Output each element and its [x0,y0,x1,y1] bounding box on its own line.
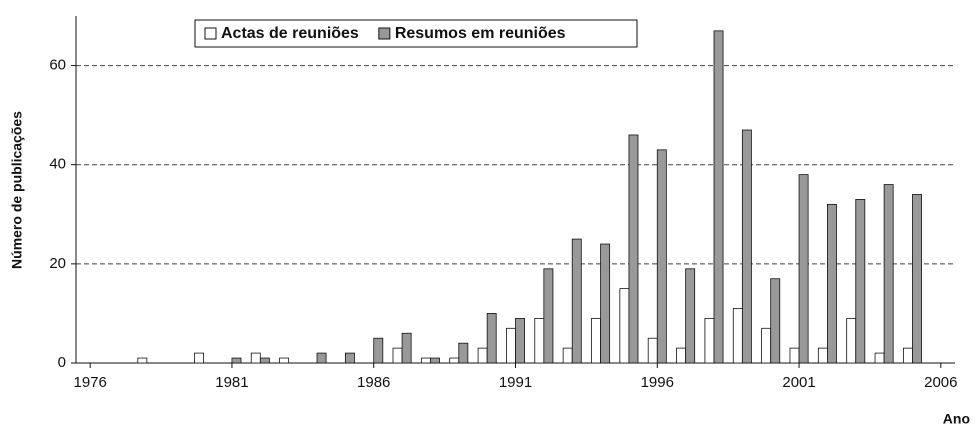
x-tick-label: 1991 [499,374,532,391]
bar [420,357,431,364]
x-tick-label: 1996 [641,374,674,391]
bar [874,352,885,364]
bar [477,347,488,364]
bar [855,199,866,364]
bar [250,352,261,364]
bar [392,347,403,364]
bar [798,174,809,364]
x-tick-label: 1986 [357,374,390,391]
bar [789,347,800,364]
legend-label: Resumos em reuniões [395,25,566,42]
y-tick-label: 20 [49,255,66,272]
bar [373,337,384,364]
bar [676,347,687,364]
bar [656,149,667,364]
bar [619,288,630,364]
y-axis-label: Número de publicações [9,111,25,269]
bar [316,352,327,364]
y-tick-label: 60 [49,57,66,74]
bar [534,317,545,364]
bar [194,352,204,364]
legend-swatch [204,27,217,40]
bar [883,184,894,364]
bar [231,357,242,364]
y-tick-label: 40 [49,156,66,173]
bar [344,352,355,364]
bar [761,327,772,364]
bar [279,357,290,364]
bar [401,332,412,364]
bar [704,317,715,364]
bar [137,357,148,364]
x-axis-label: Ano [943,411,970,427]
bar [591,317,601,364]
x-tick-label: 1981 [215,374,248,391]
bar [732,308,743,364]
bar [600,243,611,364]
bar [902,347,913,364]
bar [685,268,696,364]
bar [449,357,460,364]
bar [647,337,658,364]
bar [506,327,516,364]
bar [846,317,857,364]
bar [628,134,639,364]
bar [571,238,582,364]
legend-box [194,19,638,48]
x-tick-label: 1976 [73,374,106,391]
bar [562,347,573,364]
x-tick-label: 2006 [924,374,957,391]
bar [259,357,270,364]
bar [817,347,828,364]
bar [430,357,440,364]
bar [486,313,497,364]
bar [543,268,554,364]
y-tick-label: 0 [58,354,66,371]
bar [458,342,469,364]
bar [827,203,837,364]
bar [713,30,724,364]
bar [770,278,781,364]
legend-swatch [378,27,391,40]
bar [741,129,752,364]
bar [912,194,922,364]
legend-label: Actas de reuniões [221,25,359,42]
x-tick-label: 2001 [782,374,815,391]
bar [515,317,525,364]
